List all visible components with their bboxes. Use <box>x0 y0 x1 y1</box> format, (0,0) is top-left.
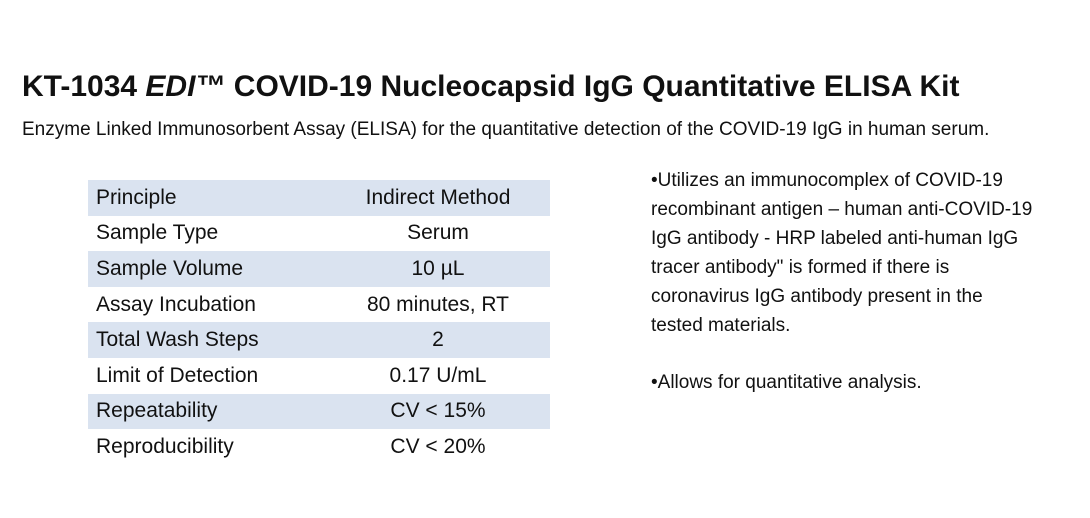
row-value: 2 <box>432 328 444 352</box>
row-label: Principle <box>96 185 177 209</box>
table-row: Sample Volume 10 µL <box>88 251 550 287</box>
row-label: Assay Incubation <box>96 292 256 316</box>
table-row: Total Wash Steps 2 <box>88 322 550 358</box>
notes: •Utilizes an immunocomplex of COVID-19 r… <box>651 166 1036 425</box>
row-value: CV < 15% <box>390 399 486 423</box>
title-rest: COVID-19 Nucleocapsid IgG Quantitative E… <box>233 70 960 103</box>
title-brand: EDI™ <box>145 70 226 103</box>
row-value: Serum <box>407 221 469 245</box>
bullet-note: •Utilizes an immunocomplex of COVID-19 r… <box>651 170 1033 336</box>
table-row: Principle Indirect Method <box>88 180 550 216</box>
row-label: Sample Type <box>96 221 219 245</box>
title: KT-1034 EDI™ COVID-19 Nucleocapsid IgG Q… <box>22 70 959 104</box>
row-value: 0.17 U/mL <box>389 363 487 387</box>
row-label: Repeatability <box>96 399 218 423</box>
table-row: Sample Type Serum <box>88 216 550 252</box>
table-row: Repeatability CV < 15% <box>88 393 550 430</box>
row-label: Total Wash Steps <box>96 328 259 352</box>
row-value: CV < 20% <box>390 434 486 458</box>
row-label: Sample Volume <box>96 256 244 280</box>
row-value: 80 minutes, RT <box>366 292 509 316</box>
row-value: Indirect Method <box>365 185 511 209</box>
row-label: Reproducibility <box>96 434 234 458</box>
row-value: 10 µL <box>411 256 465 280</box>
bullet-note: •Allows for quantitative analysis. <box>651 372 922 393</box>
table-row: Limit of Detection 0.17 U/mL <box>88 358 550 394</box>
title-prefix: KT-1034 <box>22 70 138 103</box>
subtitle: Enzyme Linked Immunosorbent Assay (ELISA… <box>22 119 990 140</box>
row-label: Limit of Detection <box>96 363 259 387</box>
table-row: Reproducibility CV < 20% <box>88 429 550 465</box>
table-row: Assay Incubation 80 minutes, RT <box>88 287 550 323</box>
spec-table: Principle Indirect Method Sample Type Serum… <box>88 180 550 465</box>
